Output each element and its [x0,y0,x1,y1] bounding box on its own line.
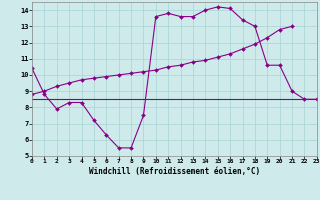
X-axis label: Windchill (Refroidissement éolien,°C): Windchill (Refroidissement éolien,°C) [89,167,260,176]
